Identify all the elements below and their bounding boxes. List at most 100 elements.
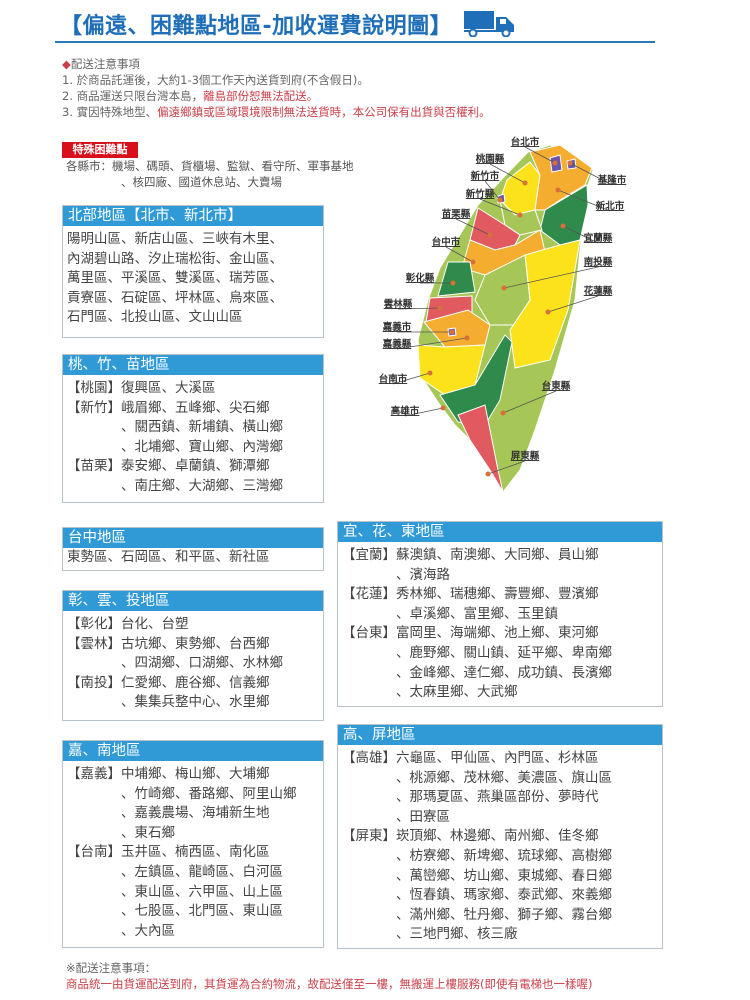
- area-line: 、三地門鄉、核三廠: [342, 925, 662, 945]
- area-list: 陽明山區、新店山區、三峽有木里、: [67, 231, 283, 247]
- area-list: 石門區、北投山區、文山山區: [67, 309, 243, 326]
- panel-header: 北部地區【北市、新北市】: [63, 206, 323, 226]
- leader-line: [484, 180, 501, 201]
- area-list: 內湖碧山路、汐止瑞松街、金山區、: [67, 250, 283, 267]
- map-label: 新北市: [596, 200, 625, 212]
- area-list: 、滿州鄉、牡丹鄉、獅子鄉、霧台鄉: [396, 906, 612, 923]
- county-tag: 【嘉義】: [67, 766, 121, 782]
- leader-line: [455, 218, 491, 236]
- county-tag: 【南投】: [67, 674, 121, 691]
- area-line: 、鹿野鄉、關山鎮、延平鄉、卑南鄉: [342, 644, 662, 664]
- notes-heading: ◆配送注意事項: [62, 57, 140, 73]
- leader-line: [489, 163, 526, 184]
- county-tag: [342, 808, 396, 828]
- map-label: 南投縣: [584, 256, 613, 268]
- area-line: 萬里區、平溪區、雙溪區、瑞芳區、: [67, 269, 323, 289]
- area-list: 富岡里、海端鄉、池上鄉、東河鄉: [396, 625, 599, 642]
- county-tag: 【新竹】: [67, 399, 121, 416]
- area-list: 、鹿野鄉、關山鎮、延平鄉、卑南鄉: [396, 644, 612, 661]
- map-label: 高雄市: [391, 405, 420, 417]
- note-text: 1. 於商品託運後，大約1-3個工作天內送貨到府(不含假日)。: [62, 73, 369, 87]
- map-label: 台北市: [511, 136, 540, 148]
- county-tag: [342, 867, 396, 887]
- panel-taichung: 台中地區 東勢區、石岡區、和平區、新社區: [62, 527, 324, 571]
- panel-body: 【高雄】 六龜區、甲仙區、內門區、杉林區 、桃源鄉、茂林鄉、美濃區、旗山區 、那瑪夏區…: [338, 745, 662, 945]
- county-tag: [67, 804, 121, 824]
- area-list: 貢寮區、石碇區、坪林區、烏來區、: [67, 289, 283, 306]
- map-label: 基隆市: [597, 174, 627, 186]
- note-line: 3. 實因特殊地型、偏遠鄉鎮或區域環境限制無法送貨時，本公司保有出貨與否權利。: [62, 105, 491, 121]
- county-tag: [342, 664, 396, 684]
- map-label: 嘉義市: [382, 321, 412, 333]
- county-tag: [67, 902, 121, 922]
- map-label: 花蓮縣: [584, 285, 613, 297]
- area-list: 台化、台塑: [121, 616, 189, 632]
- area-list: 峨眉鄉、五峰鄉、尖石鄉: [121, 399, 270, 416]
- panel-zhangyuntou: 彰、雲、投地區 【彰化】 台化、台塑 【雲林】 古坑鄉、東勢鄉、台西鄉 、四湖鄉、口湖鄉、…: [62, 590, 324, 721]
- panel-header: 嘉、南地區: [63, 741, 323, 761]
- note-text: 2. 商品運送只限台灣本島，: [62, 89, 204, 103]
- county-tag: 【高雄】: [342, 750, 396, 766]
- panel-header: 高、屏地區: [338, 725, 662, 745]
- area-list: 、關西鎮、新埔鎮、橫山鄉: [121, 419, 283, 436]
- area-line: 陽明山區、新店山區、三峽有木里、: [67, 230, 323, 250]
- county-tag: 【雲林】: [67, 635, 121, 652]
- county-dot: [464, 335, 470, 341]
- leader-line: [557, 189, 611, 212]
- panel-yihuadong: 宜、花、東地區 【宜蘭】 蘇澳鎮、南澳鄉、大同鄉、員山鄉 、濱海路 【花蓮】 秀林鄉、瑞穗…: [337, 521, 663, 707]
- county-tag: 【桃園】: [67, 380, 121, 396]
- note-text-red: 離島部份恕無法配送。: [203, 89, 319, 103]
- area-line: 、南庄鄉、大湖鄉、三灣鄉: [67, 477, 323, 497]
- leader-line: [503, 266, 599, 289]
- area-list: 、集集兵整中心、水里鄉: [121, 694, 270, 711]
- area-line: 、桃源鄉、茂林鄉、美濃區、旗山區: [342, 769, 662, 789]
- area-line: 、太麻里鄉、大武鄉: [342, 683, 662, 703]
- panel-header: 台中地區: [63, 528, 323, 548]
- area-line: 、嘉義農場、海埔新生地: [67, 804, 323, 824]
- truck-icon: [464, 11, 515, 38]
- panel-header: 宜、花、東地區: [338, 522, 662, 542]
- county-tag: [342, 906, 396, 926]
- county-tag: [342, 847, 396, 867]
- panel-body: 【嘉義】 中埔鄉、梅山鄉、大埔鄉 、竹崎鄉、番路鄉、阿里山鄉 、嘉義農場、海埔新生地、…: [63, 761, 323, 941]
- notes-heading-text: 配送注意事項: [70, 57, 140, 71]
- area-line: 、關西鎮、新埔鎮、橫山鄉: [67, 418, 323, 438]
- area-list: 玉井區、楠西區、南化區: [121, 844, 270, 861]
- area-line: 、滿州鄉、牡丹鄉、獅子鄉、霧台鄉: [342, 906, 662, 926]
- map-label: 彰化縣: [406, 272, 435, 284]
- map-label: 台南市: [379, 373, 408, 385]
- map-label: 新竹市: [471, 170, 500, 182]
- area-line: 、濱海路: [342, 566, 662, 586]
- county-tag: [67, 477, 121, 497]
- county-tag: [342, 769, 396, 789]
- county-dot: [545, 309, 551, 315]
- area-list: 、太麻里鄉、大武鄉: [396, 684, 518, 701]
- area-list: 六龜區、甲仙區、內門區、杉林區: [396, 750, 599, 766]
- area-line: 【雲林】 古坑鄉、東勢鄉、台西鄉: [67, 635, 323, 655]
- area-list: 、桃源鄉、茂林鄉、美濃區、旗山區: [396, 769, 612, 786]
- county-tag: [67, 418, 121, 438]
- special-badge: 特殊困難點: [62, 142, 138, 158]
- county-dot: [449, 329, 455, 335]
- special-line: 、核四廠、國道休息站、大賣場: [121, 175, 282, 189]
- panel-body: 陽明山區、新店山區、三峽有木里、 內湖碧山路、汐止瑞松街、金山區、萬里區、平溪區、…: [63, 226, 323, 328]
- area-list: 、濱海路: [396, 566, 450, 583]
- area-list: 、恆春鎮、瑪家鄉、泰武鄉、來義鄉: [396, 887, 612, 904]
- footer-heading: ※配送注意事項：: [66, 961, 157, 975]
- map-label: 桃園縣: [476, 153, 505, 165]
- county-dot: [552, 160, 558, 166]
- area-list: 、北埔鄉、寶山鄉、內灣鄉: [121, 438, 283, 455]
- map-label: 雲林縣: [384, 298, 413, 310]
- county-dot: [501, 285, 507, 291]
- panel-gaoping: 高、屏地區 【高雄】 六龜區、甲仙區、內門區、杉林區 、桃源鄉、茂林鄉、美濃區、旗山區…: [337, 724, 663, 949]
- area-line: 東勢區、石岡區、和平區、新社區: [67, 548, 323, 568]
- area-line: 、大內區: [67, 922, 323, 942]
- area-list: 、卓溪鄉、富里鄉、玉里鎮: [396, 605, 558, 622]
- note-text-red: 偏遠鄉鎮或區域環境限制無法送貨時，本公司保有出貨與否權利。: [157, 105, 491, 119]
- area-list: 、嘉義農場、海埔新生地: [121, 805, 270, 822]
- county-tag: 【台東】: [342, 625, 396, 642]
- panel-body: 【彰化】 台化、台塑 【雲林】 古坑鄉、東勢鄉、台西鄉 、四湖鄉、口湖鄉、水林鄉 【南投】…: [63, 611, 323, 713]
- area-line: 、東山區、六甲區、山上區: [67, 883, 323, 903]
- area-list: 蘇澳鎮、南澳鄉、大同鄉、員山鄉: [396, 547, 599, 563]
- area-list: 東勢區、石岡區、和平區、新社區: [67, 549, 270, 565]
